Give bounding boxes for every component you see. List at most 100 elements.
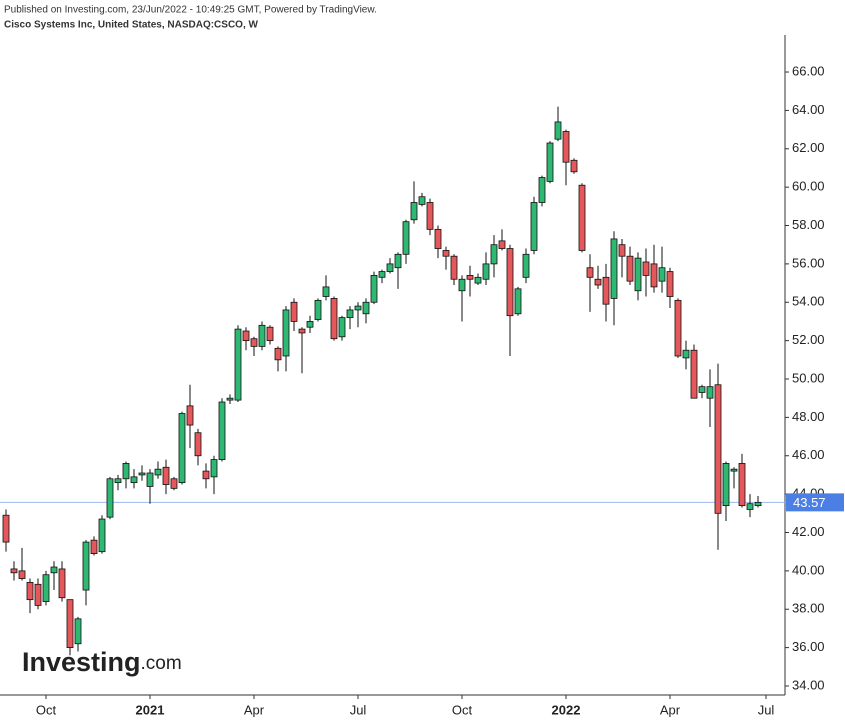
y-tick-label: 62.00 bbox=[792, 140, 825, 155]
candle-body bbox=[314, 299, 322, 320]
candle-body bbox=[394, 253, 402, 269]
candle-body bbox=[378, 271, 386, 278]
candle-body bbox=[74, 618, 82, 645]
x-tick-label: 2021 bbox=[136, 702, 165, 717]
candle-body bbox=[186, 405, 194, 426]
candle-body bbox=[362, 301, 370, 315]
candle-body bbox=[730, 468, 738, 472]
candle-body bbox=[714, 384, 722, 514]
candle-body bbox=[290, 301, 298, 322]
last-price-box bbox=[786, 493, 844, 512]
candle-body bbox=[610, 238, 618, 299]
candle-body bbox=[2, 514, 10, 543]
candle-body bbox=[466, 275, 474, 280]
x-tick-label: Oct bbox=[452, 702, 473, 717]
candle-body bbox=[706, 386, 714, 399]
candle-body bbox=[498, 240, 506, 249]
candle-body bbox=[754, 501, 762, 507]
x-tick-label: Oct bbox=[36, 702, 57, 717]
candle-body bbox=[586, 267, 594, 278]
candle-body bbox=[506, 248, 514, 317]
candle-body bbox=[42, 574, 50, 602]
candle-body bbox=[282, 309, 290, 357]
candle-body bbox=[650, 263, 658, 288]
candle-body bbox=[98, 518, 106, 553]
candle-body bbox=[682, 349, 690, 359]
candle-body bbox=[674, 299, 682, 357]
y-tick-label: 38.00 bbox=[792, 601, 825, 616]
candle-body bbox=[618, 244, 626, 257]
candle-body bbox=[738, 463, 746, 507]
y-tick-label: 52.00 bbox=[792, 332, 825, 347]
y-tick-label: 36.00 bbox=[792, 639, 825, 654]
candle-body bbox=[722, 463, 730, 507]
logo: Investing.com bbox=[22, 647, 182, 677]
candle-body bbox=[594, 278, 602, 286]
candle-body bbox=[354, 305, 362, 311]
candle-body bbox=[50, 566, 58, 574]
candle-body bbox=[442, 250, 450, 257]
candle-body bbox=[746, 503, 754, 510]
candle-body bbox=[642, 261, 650, 276]
y-tick-label: 40.00 bbox=[792, 562, 825, 577]
candle-body bbox=[346, 309, 354, 319]
y-tick-label: 58.00 bbox=[792, 217, 825, 232]
candle-body bbox=[666, 271, 674, 297]
candle-body bbox=[690, 349, 698, 399]
candle-body bbox=[514, 288, 522, 315]
candle-body bbox=[482, 263, 490, 280]
candle-body bbox=[386, 263, 394, 272]
candle-body bbox=[330, 298, 338, 340]
candle-body bbox=[458, 278, 466, 292]
x-tick-label: Apr bbox=[660, 702, 681, 717]
candle-body bbox=[546, 142, 554, 182]
y-tick-label: 42.00 bbox=[792, 524, 825, 539]
x-tick-label: Jul bbox=[758, 702, 775, 717]
x-tick-label: Jul bbox=[350, 702, 367, 717]
candle-body bbox=[602, 276, 610, 305]
candle-body bbox=[66, 599, 74, 649]
y-tick-label: 66.00 bbox=[792, 63, 825, 78]
candle-body bbox=[250, 338, 258, 347]
candle-body bbox=[226, 397, 234, 401]
candle-body bbox=[306, 321, 314, 328]
candle-body bbox=[578, 184, 586, 251]
x-tick-label: Apr bbox=[244, 702, 265, 717]
y-tick-label: 50.00 bbox=[792, 370, 825, 385]
candle-body bbox=[130, 476, 138, 484]
candle-body bbox=[522, 253, 530, 278]
candle-body bbox=[178, 413, 186, 484]
candle-body bbox=[634, 257, 642, 292]
candle-body bbox=[538, 177, 546, 203]
candle-body bbox=[698, 386, 706, 393]
candle-body bbox=[18, 570, 26, 579]
y-tick-label: 34.00 bbox=[792, 677, 825, 692]
candle-body bbox=[258, 324, 266, 347]
candle-body bbox=[298, 328, 306, 334]
candle-body bbox=[162, 466, 170, 485]
candle-body bbox=[322, 286, 330, 297]
candle-body bbox=[370, 275, 378, 303]
y-tick-label: 60.00 bbox=[792, 179, 825, 194]
candle-body bbox=[26, 581, 34, 601]
y-tick-label: 64.00 bbox=[792, 102, 825, 117]
candle-body bbox=[82, 541, 90, 591]
logo-main: Investing bbox=[22, 647, 141, 677]
candle-body bbox=[170, 478, 178, 489]
candle-body bbox=[490, 244, 498, 265]
candle-body bbox=[402, 221, 410, 255]
candle-body bbox=[418, 196, 426, 205]
candle-body bbox=[266, 326, 274, 342]
candle-body bbox=[338, 317, 346, 338]
candle-body bbox=[154, 468, 162, 476]
candle-body bbox=[570, 159, 578, 173]
candle-body bbox=[562, 131, 570, 163]
y-tick-label: 56.00 bbox=[792, 255, 825, 270]
candle-body bbox=[658, 267, 666, 282]
candle-body bbox=[274, 347, 282, 361]
candle-body bbox=[530, 202, 538, 251]
x-tick-label: 2022 bbox=[552, 702, 581, 717]
candle-body bbox=[450, 255, 458, 280]
candle-body bbox=[218, 401, 226, 460]
